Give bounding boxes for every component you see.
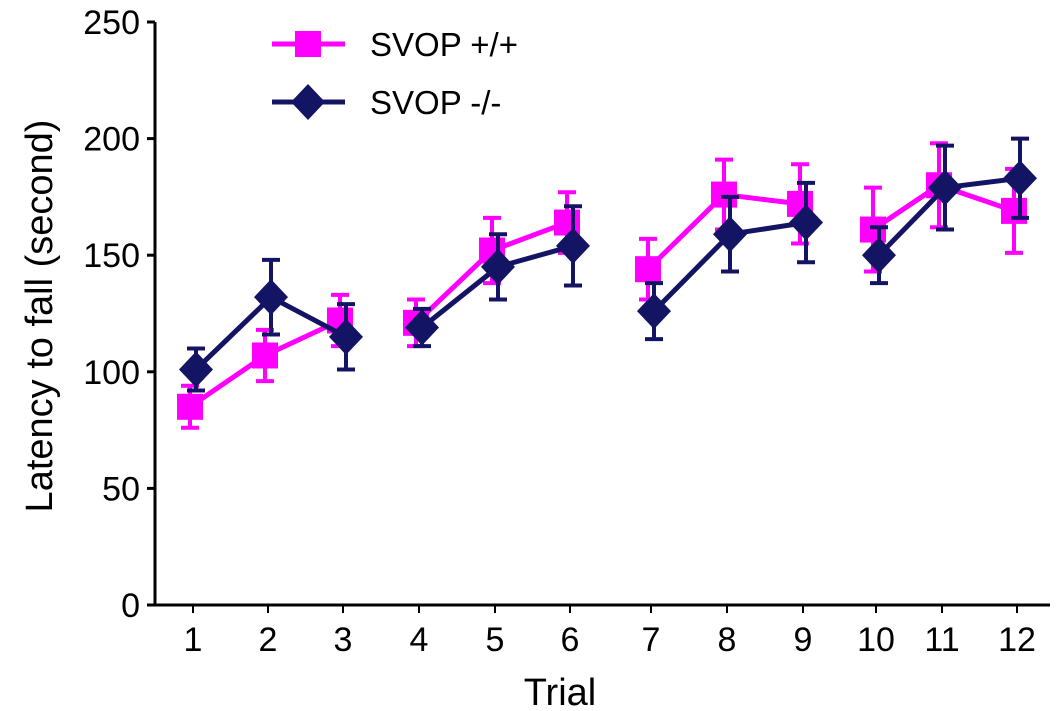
x-ticks: 1 2 3 4 5 6 7 8 9 10 11 12: [184, 605, 1036, 659]
x-tick-label: 7: [642, 621, 661, 659]
data-point: [635, 256, 661, 283]
data-point: [862, 237, 896, 274]
legend-item: SVOP -/-: [272, 84, 501, 121]
x-tick-label: 11: [924, 621, 959, 659]
data-point: [789, 204, 823, 241]
x-tick-label: 6: [561, 621, 580, 659]
y-tick-label: 250: [83, 4, 140, 42]
plot-area: [177, 136, 1037, 430]
x-tick-label: 5: [486, 621, 505, 659]
data-point: [177, 393, 203, 420]
y-axis-title: Latency to fall (second): [19, 120, 61, 513]
y-tick-label: 200: [83, 121, 140, 159]
legend-marker: [291, 84, 325, 120]
x-tick-label: 3: [334, 621, 353, 659]
y-ticks: 0 50 100 150 200 250: [83, 4, 155, 625]
y-tick-label: 50: [102, 470, 140, 508]
x-tick-label: 12: [998, 621, 1036, 659]
data-point: [711, 181, 737, 208]
legend: SVOP +/+ SVOP -/-: [272, 26, 518, 121]
data-point: [179, 351, 213, 388]
x-tick-label: 2: [259, 621, 278, 659]
legend-label: SVOP +/+: [370, 26, 518, 63]
x-tick-label: 9: [794, 621, 813, 659]
data-point: [252, 342, 278, 369]
legend-label: SVOP -/-: [370, 84, 501, 121]
data-point: [637, 293, 671, 330]
data-point: [254, 279, 288, 316]
data-point: [928, 169, 962, 206]
legend-item: SVOP +/+: [272, 26, 518, 63]
data-point: [713, 216, 747, 253]
x-axis: 1 2 3 4 5 6 7 8 9 10 11 12: [155, 603, 1050, 659]
y-tick-label: 100: [83, 354, 140, 392]
data-point: [481, 248, 515, 285]
series-svop-ko: [179, 136, 1037, 393]
data-point: [1003, 160, 1037, 197]
data-point: [556, 227, 590, 264]
x-tick-label: 10: [857, 621, 895, 659]
data-point: [405, 309, 439, 346]
x-tick-label: 8: [718, 621, 737, 659]
x-tick-label: 4: [410, 621, 429, 659]
legend-marker: [295, 31, 321, 57]
y-tick-label: 150: [83, 237, 140, 275]
x-tick-label: 1: [184, 621, 203, 659]
x-axis-title: Trial: [524, 672, 596, 711]
series-svop-wt: [177, 141, 1027, 430]
data-point: [1001, 197, 1027, 224]
data-point: [860, 216, 886, 243]
y-tick-label: 0: [121, 587, 140, 625]
data-point: [329, 318, 363, 355]
y-axis: 0 50 100 150 200 250: [83, 4, 157, 625]
